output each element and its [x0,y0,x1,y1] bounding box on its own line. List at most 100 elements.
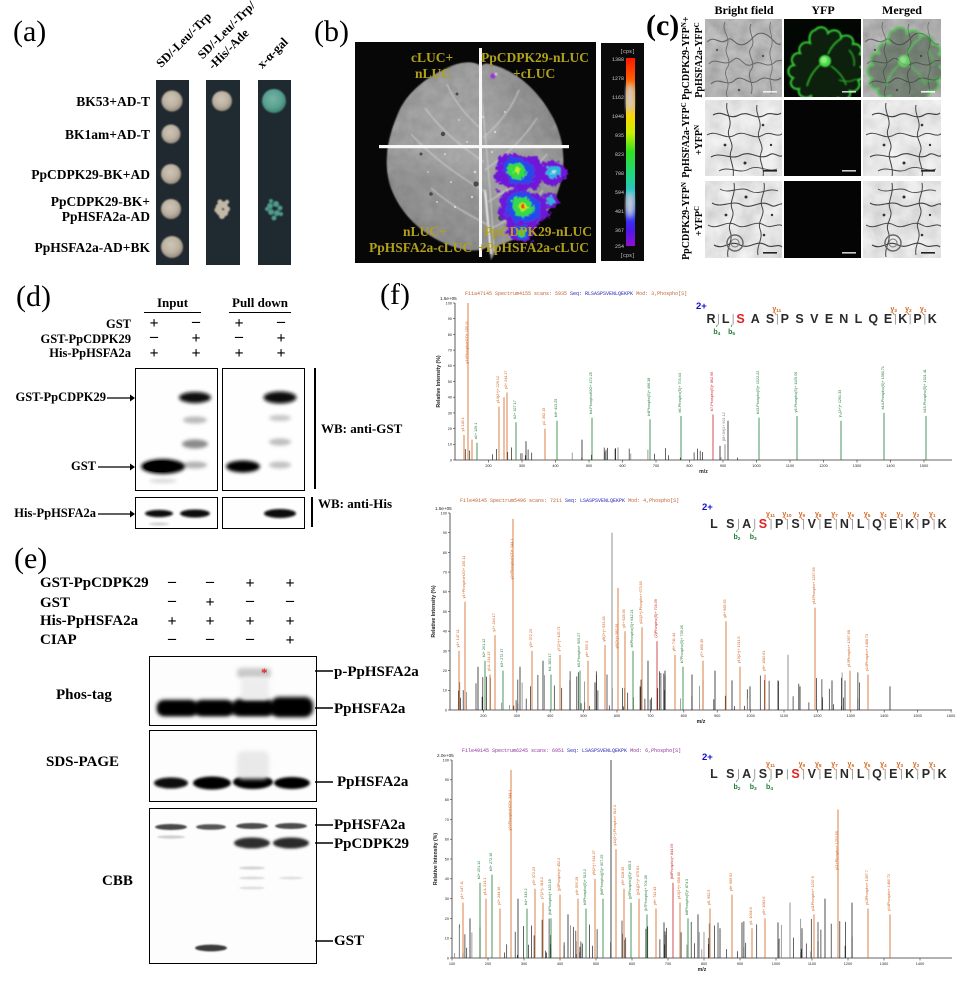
svg-text:367: 367 [615,228,624,234]
svg-text:F11a47145 Spectrum4155 scans:: F11a47145 Spectrum4155 scans: 5935 Seq: … [465,291,687,297]
svg-text:70: 70 [445,818,449,822]
svg-text:b2: b2 [733,534,740,542]
svg-text:b6-Phospho(S)+ 703.44: b6-Phospho(S)+ 703.44 [678,373,682,412]
svg-text:100: 100 [449,962,455,966]
svg-text:60: 60 [448,364,452,368]
svg-text:A: A [751,312,760,326]
svg-text:P: P [775,767,783,781]
svg-text:823: 823 [615,152,624,158]
svg-text:2+: 2+ [702,502,713,513]
svg-text:y1 145.1: y1 145.1 [461,417,465,431]
svg-text:b15-Phospho(S)+ 1521.41: b15-Phospho(S)+ 1521.41 [923,369,927,412]
svg-text:1.5e+05: 1.5e+05 [440,296,457,301]
svg-text:b4Phospho(S)+ 496.38: b4Phospho(S)+ 496.38 [647,378,651,416]
svg-text:K: K [938,517,947,531]
svg-text:*: * [261,665,268,680]
svg-text:Relative Intensity (%): Relative Intensity (%) [433,833,439,885]
svg-text:b5Phospho(S)+ 510.2: b5Phospho(S)+ 510.2 [583,869,587,905]
svg-text:(y11)(2+)+ 675.81: (y11)(2+)+ 675.81 [636,866,640,895]
svg-text:700: 700 [647,714,653,718]
svg-text:y14- 214.13: y14- 214.13 [487,652,491,671]
svg-text:2.0e+05: 2.0e+05 [437,753,454,758]
svg-text:+cLUC: +cLUC [513,66,555,81]
svg-text:600: 600 [619,464,625,468]
svg-text:1400: 1400 [916,962,924,966]
svg-text:50: 50 [445,857,449,861]
svg-text:K: K [905,517,914,531]
svg-text:300: 300 [521,962,527,966]
svg-text:b4- 383.17: b4- 383.17 [548,653,552,671]
svg-text:30: 30 [445,897,449,901]
svg-text:b2: b2 [733,784,740,792]
svg-text:y11Phospho+ 1237.6: y11Phospho+ 1237.6 [811,876,815,911]
svg-text:1500: 1500 [920,464,928,468]
svg-text:400: 400 [552,464,558,468]
svg-text:80: 80 [445,798,449,802]
svg-text:90: 90 [448,317,452,321]
svg-text:1200: 1200 [813,714,821,718]
svg-text:S: S [766,312,774,326]
svg-text:b14-Phospho(S)+ 1383.71: b14-Phospho(S)+ 1383.71 [881,366,885,409]
svg-text:K: K [928,312,937,326]
svg-text:90: 90 [443,531,447,535]
svg-text:1300: 1300 [880,962,888,966]
svg-text:V: V [810,312,819,326]
svg-text:V: V [808,767,817,781]
svg-text:1100: 1100 [780,714,788,718]
svg-text:2+: 2+ [696,301,707,312]
svg-text:0: 0 [445,708,447,712]
svg-text:b2+ 201.12: b2+ 201.12 [477,861,481,880]
svg-text:90: 90 [445,778,449,782]
svg-text:800: 800 [686,464,692,468]
svg-text:800: 800 [701,962,707,966]
svg-text:y8- 952.5: y8- 952.5 [707,890,711,905]
svg-text:y5: y5 [864,761,871,769]
svg-text:10: 10 [448,443,452,447]
svg-text:60: 60 [445,838,449,842]
svg-text:40: 40 [448,396,452,400]
svg-text:Relative Intensity (%): Relative Intensity (%) [431,585,437,637]
svg-text:E: E [889,517,897,531]
svg-text:1000: 1000 [752,464,760,468]
svg-text:File49145 Spectrum6245 scans:: File49145 Spectrum6245 scans: 6951 Seq: … [462,748,681,754]
svg-text:K: K [905,767,914,781]
svg-text:y3: y3 [896,761,903,769]
svg-text:2+: 2+ [702,752,713,763]
svg-text:E: E [889,767,897,781]
svg-text:b8Phospho(S)+ 874.3: b8Phospho(S)+ 874.3 [685,879,689,915]
svg-text:y11: y11 [766,761,775,769]
svg-text:File49145 Spectrum5496 scans:: File49145 Spectrum5496 scans: 7211 Seq: … [460,498,679,504]
svg-text:0: 0 [447,956,449,960]
svg-text:y7: y7 [831,511,838,519]
svg-text:m/z: m/z [697,719,706,725]
svg-text:1600: 1600 [947,714,955,718]
svg-text:(y3Phospho)+ 452.2: (y3Phospho)+ 452.2 [557,858,561,891]
svg-text:y1+PhosphoH2O+ 155.11: y1+PhosphoH2O+ 155.11 [465,321,469,363]
svg-text:y4+ 500.3: y4+ 500.3 [585,641,589,657]
svg-text:L: L [857,517,865,531]
svg-text:900: 900 [714,714,720,718]
svg-text:Q: Q [868,312,878,326]
svg-text:E: E [824,767,832,781]
svg-text:(y5Phospho)(S)+ 655.3: (y5Phospho)(S)+ 655.3 [628,861,632,899]
svg-text:50: 50 [443,610,447,614]
svg-text:40: 40 [443,630,447,634]
svg-text:b5-Phospho+ 505.27: b5-Phospho+ 505.27 [577,633,581,667]
svg-text:y14(2+)+ 229.12: y14(2+)+ 229.12 [496,376,500,403]
svg-text:400: 400 [547,714,553,718]
svg-text:0: 0 [450,458,452,462]
svg-text:K: K [938,767,947,781]
svg-text:y7(2+)+ 425.71: y7(2+)+ 425.71 [557,626,561,651]
svg-text:L: L [855,312,863,326]
svg-text:80: 80 [448,333,452,337]
svg-text:y14- 214.1: y14- 214.1 [483,878,487,895]
svg-text:1300: 1300 [847,714,855,718]
svg-text:y3: y3 [890,306,897,314]
svg-text:200: 200 [485,464,491,468]
svg-text:cLUC+: cLUC+ [411,50,453,65]
svg-text:L: L [857,767,865,781]
svg-text:y6: y6 [848,761,855,769]
svg-text:y8(2+)+ 533.28: y8(2+)+ 533.28 [602,616,606,641]
svg-text:1100: 1100 [786,464,794,468]
svg-text:b4+ 343.2: b4+ 343.2 [524,888,528,905]
